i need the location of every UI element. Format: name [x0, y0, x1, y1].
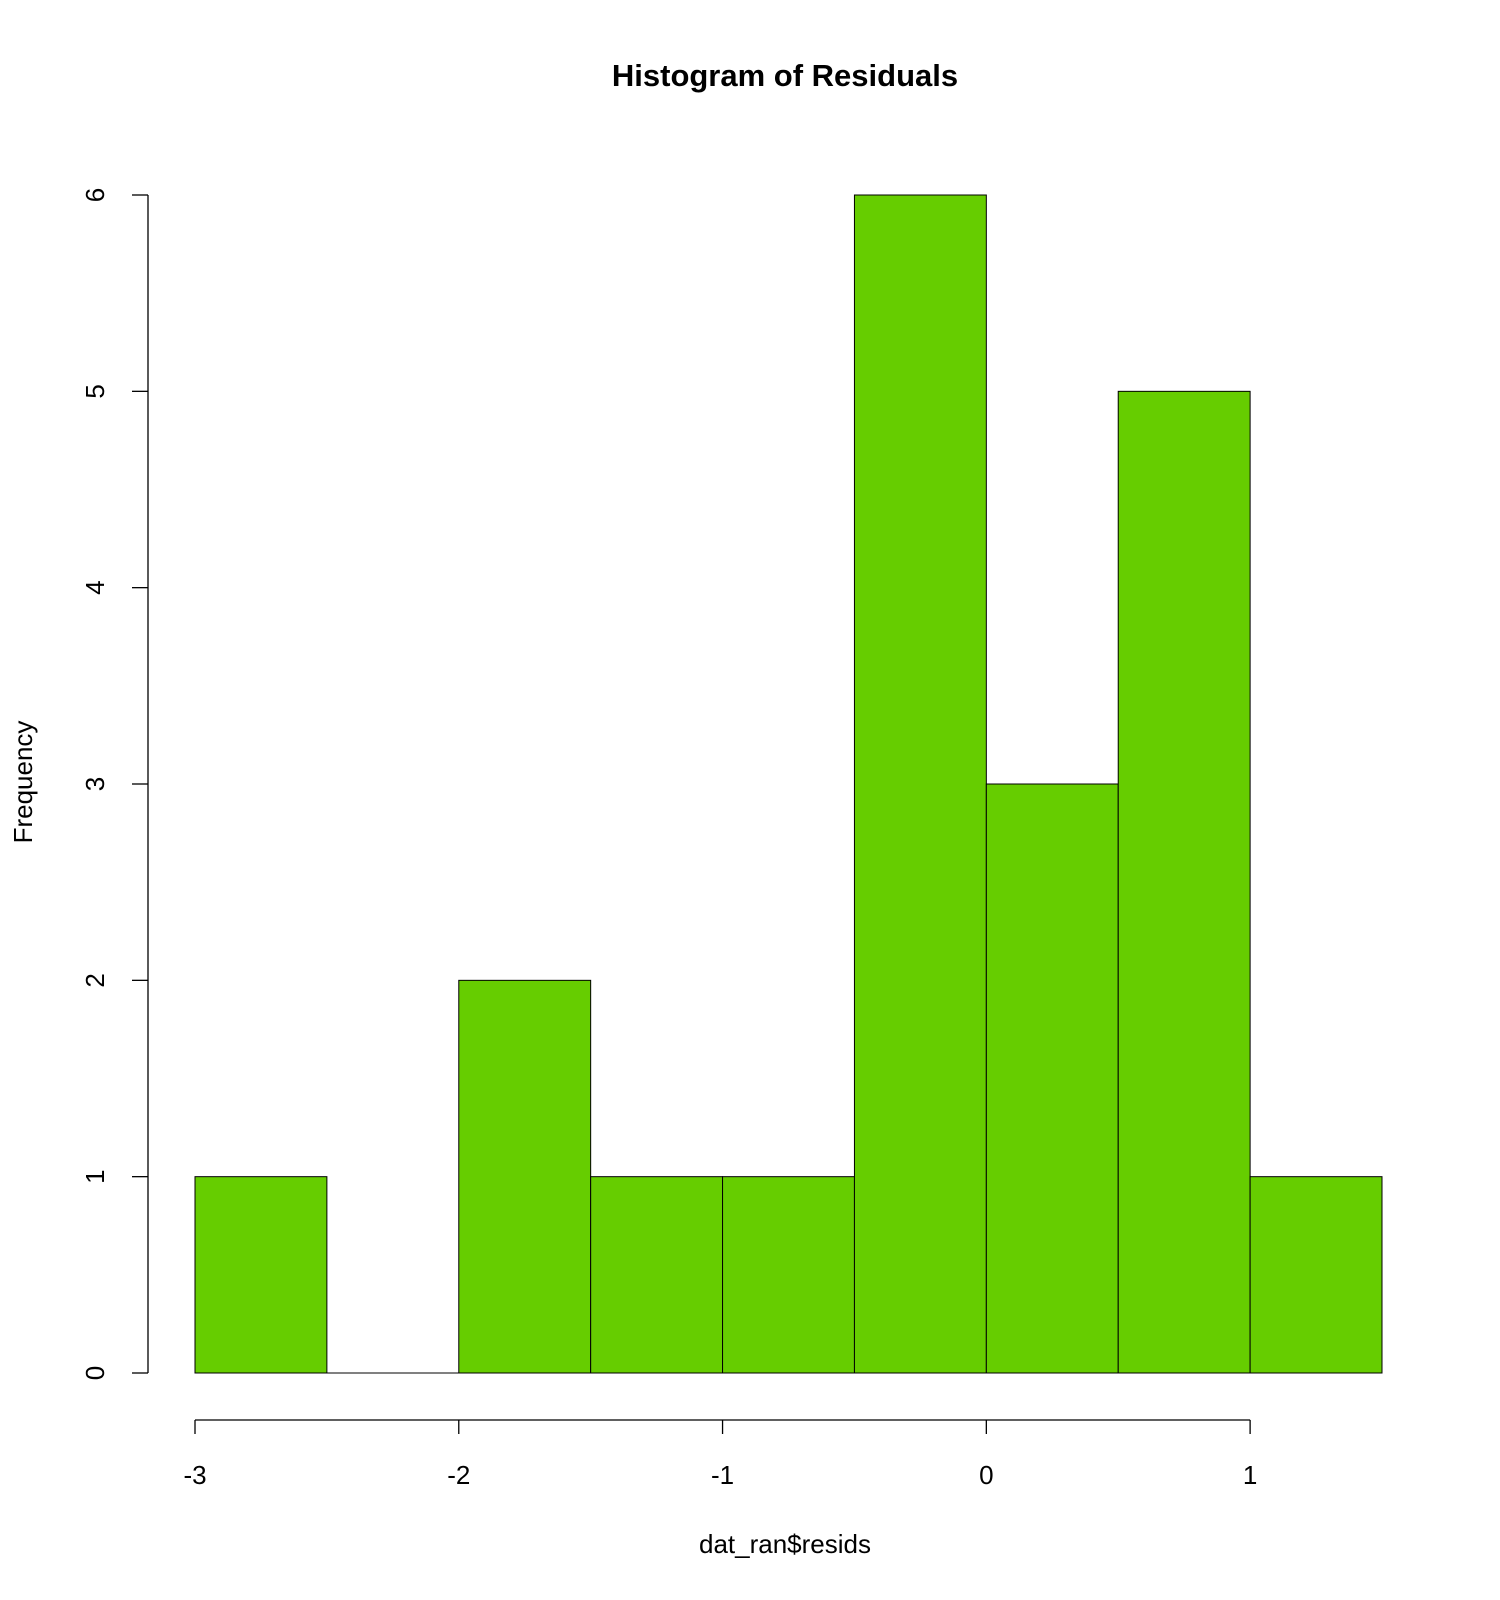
x-tick-label: 0: [979, 1460, 993, 1490]
histogram-bar-5: [853, 194, 987, 1374]
y-tick-label: 2: [80, 973, 110, 987]
x-axis-label: dat_ran$resids: [699, 1529, 871, 1559]
y-tick-label: 6: [80, 188, 110, 202]
y-tick-label: 4: [80, 580, 110, 594]
y-tick-label: 5: [80, 384, 110, 398]
histogram-bar-2: [458, 979, 592, 1374]
histogram-bar-0: [194, 1176, 328, 1374]
histogram-bar-6: [985, 783, 1119, 1374]
y-tick-label: 3: [80, 777, 110, 791]
x-tick-label: -1: [711, 1460, 734, 1490]
y-axis: 0 1 2 3 4 5 6: [80, 188, 149, 1380]
histogram-bar-7: [1117, 390, 1251, 1374]
x-tick-label: -2: [447, 1460, 470, 1490]
y-axis-label: Frequency: [8, 721, 38, 844]
x-tick-label: -3: [183, 1460, 206, 1490]
histogram-bar-8: [1249, 1176, 1383, 1374]
bars-group: [194, 194, 1383, 1374]
y-tick-label: 0: [80, 1366, 110, 1380]
histogram-bar-4: [722, 1176, 855, 1374]
x-tick-label: 1: [1243, 1460, 1257, 1490]
chart-title: Histogram of Residuals: [612, 58, 958, 93]
histogram-bar-3: [590, 1176, 724, 1374]
y-tick-label: 1: [80, 1169, 110, 1183]
x-axis: -3 -2 -1 0 1: [183, 1419, 1257, 1490]
